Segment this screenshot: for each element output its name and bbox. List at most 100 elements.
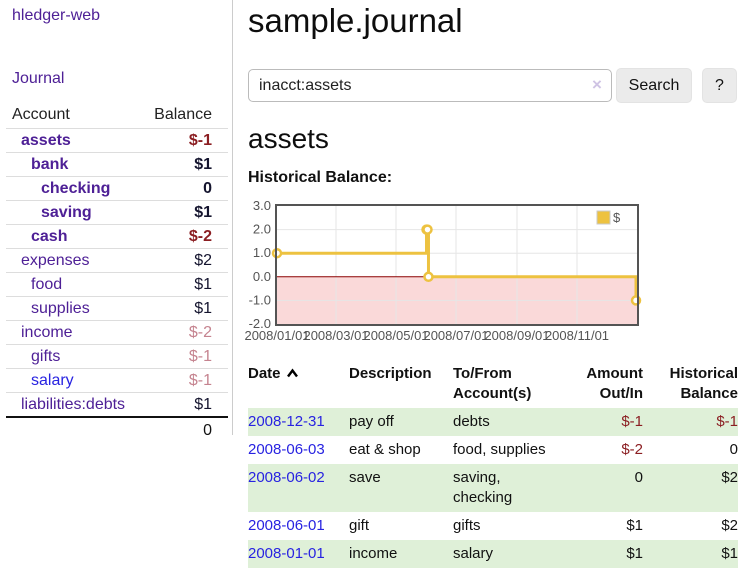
- balance-cell: $2: [721, 517, 738, 534]
- transaction-date-link[interactable]: 2008-06-01: [248, 517, 325, 534]
- amount-cell: 0: [634, 469, 643, 486]
- account-balance: 0: [203, 180, 212, 197]
- account-link-checking[interactable]: checking: [41, 180, 111, 197]
- x-tick-label: 2008/11/01: [545, 328, 609, 343]
- sidebar-account-row: supplies $1: [6, 297, 228, 321]
- register-table: Date Description To/From Account(s) Amou…: [248, 363, 738, 568]
- balance-header-line2: Balance: [680, 385, 738, 402]
- y-tick-label: 0.0: [253, 269, 271, 284]
- date-cell: 2008-12-31: [248, 408, 349, 436]
- account-link-supplies[interactable]: supplies: [31, 300, 90, 317]
- sidebar-account-row: salary $-1: [6, 369, 228, 393]
- account-link-gifts[interactable]: gifts: [31, 348, 61, 365]
- sidebar-account-row: liabilities:debts $1: [6, 393, 228, 418]
- sidebar-account-row: assets $-1: [6, 129, 228, 153]
- col-balance-header: Historical Balance: [643, 363, 738, 408]
- transaction-date-link[interactable]: 2008-01-01: [248, 545, 325, 562]
- sidebar-account-row: expenses $2: [6, 249, 228, 273]
- x-tick-label: 2008/07/01: [423, 328, 488, 343]
- account-balance: $-1: [188, 348, 212, 365]
- account-balance: $1: [194, 204, 212, 221]
- account-link-assets[interactable]: assets: [21, 132, 71, 149]
- account-link-salary[interactable]: salary: [31, 372, 74, 389]
- sidebar-account-row: cash $-2: [6, 225, 228, 249]
- col-date-header[interactable]: Date: [248, 363, 349, 408]
- y-tick-label: -1.0: [249, 292, 271, 307]
- chart-title-label: Historical Balance:: [248, 169, 393, 186]
- x-tick-label: 2008/01/01: [245, 328, 310, 343]
- legend-swatch: [596, 210, 611, 225]
- chart-border: [275, 204, 639, 326]
- amount-cell: $-2: [621, 441, 643, 458]
- y-tick-label: -2.0: [249, 316, 271, 331]
- col-account-header: To/From Account(s): [453, 363, 563, 408]
- date-cell: 2008-06-01: [248, 512, 349, 540]
- account-link-liabilities-debts[interactable]: liabilities:debts: [21, 396, 126, 413]
- y-tick-label: 2.0: [253, 222, 271, 237]
- account-header-line1: To/From: [453, 365, 512, 382]
- transaction-date-link[interactable]: 2008-12-31: [248, 413, 325, 430]
- account-link-expenses[interactable]: expenses: [21, 252, 90, 269]
- sidebar-account-row: checking 0: [6, 177, 228, 201]
- x-tick-label: 2008/09/01: [484, 328, 549, 343]
- balance-chart-svg: $3.0 2.0 1.0 0.0 -1.0 -2.02008/01/012008/03/0…: [244, 198, 642, 343]
- brand-link[interactable]: hledger-web: [12, 7, 101, 24]
- amount-header-line2: Out/In: [599, 385, 643, 402]
- account-link-food[interactable]: food: [31, 276, 63, 293]
- description-cell: save: [349, 469, 381, 486]
- account-balance: $1: [194, 276, 212, 293]
- journal-link[interactable]: Journal: [12, 70, 65, 87]
- search-input[interactable]: [248, 69, 612, 102]
- account-header-line2: Account(s): [453, 385, 532, 402]
- register-row: 2008-01-01 income salary $1 $1: [248, 540, 738, 568]
- accounts-header-account: Account: [12, 106, 70, 123]
- register-tbody: 2008-12-31 pay off debts $-1 $-1 2008-06-03 ea…: [248, 408, 738, 568]
- col-amount-header: Amount Out/In: [563, 363, 643, 408]
- data-point: [422, 224, 433, 235]
- account-cell: debts: [453, 413, 490, 430]
- account-balance: $-2: [188, 228, 212, 245]
- sort-asc-icon: [286, 364, 299, 384]
- account-link-bank[interactable]: bank: [31, 156, 69, 173]
- date-header-label: Date: [248, 365, 281, 382]
- amount-header-line1: Amount: [586, 365, 643, 382]
- y-tick-label: 1.0: [253, 245, 271, 260]
- account-balance: $-1: [188, 372, 212, 389]
- register-row: 2008-06-02 save saving, checking 0 $2: [248, 464, 738, 512]
- description-cell: gift: [349, 517, 370, 534]
- data-point: [423, 271, 434, 283]
- balance-header-line1: Historical: [669, 365, 738, 382]
- search-button[interactable]: Search: [616, 68, 692, 103]
- account-balance: $1: [194, 300, 212, 317]
- legend-label: $: [613, 210, 621, 225]
- account-balance: $1: [194, 396, 212, 413]
- register-header-row: Date Description To/From Account(s) Amou…: [248, 363, 738, 408]
- account-cell: salary: [453, 545, 494, 562]
- account-link-income[interactable]: income: [21, 324, 73, 341]
- accounts-header-balance: Balance: [154, 106, 212, 123]
- sidebar-account-row: food $1: [6, 273, 228, 297]
- transaction-date-link[interactable]: 2008-06-02: [248, 469, 325, 486]
- y-tick-label: 3.0: [253, 201, 271, 213]
- balance-cell: $-1: [716, 413, 738, 430]
- sidebar: hledger-web Journal Account Balance asse…: [0, 0, 233, 439]
- accounts-header: Account Balance: [6, 103, 228, 129]
- sidebar-account-row: gifts $-1: [6, 345, 228, 369]
- account-cell: food, supplies: [453, 441, 546, 458]
- clear-search-icon[interactable]: ×: [592, 75, 602, 94]
- amount-cell: $1: [626, 517, 643, 534]
- sidebar-account-row: bank $1: [6, 153, 228, 177]
- description-header-label: Description: [349, 365, 432, 382]
- sidebar-accounts: assets $-1 bank $1 checking 0 saving $1 cash $-2 e…: [6, 129, 228, 418]
- account-link-cash[interactable]: cash: [31, 228, 68, 245]
- description-cell: eat & shop: [349, 441, 421, 458]
- account-balance: $2: [194, 252, 212, 269]
- balance-cell: $1: [721, 545, 738, 562]
- account-link-saving[interactable]: saving: [41, 204, 92, 221]
- x-tick-label: 2008/05/01: [363, 328, 428, 343]
- transaction-date-link[interactable]: 2008-06-03: [248, 441, 325, 458]
- help-button[interactable]: ?: [702, 68, 737, 103]
- amount-cell: $1: [626, 545, 643, 562]
- page-title: sample.journal: [248, 2, 463, 39]
- register-row: 2008-06-01 gift gifts $1 $2: [248, 512, 738, 540]
